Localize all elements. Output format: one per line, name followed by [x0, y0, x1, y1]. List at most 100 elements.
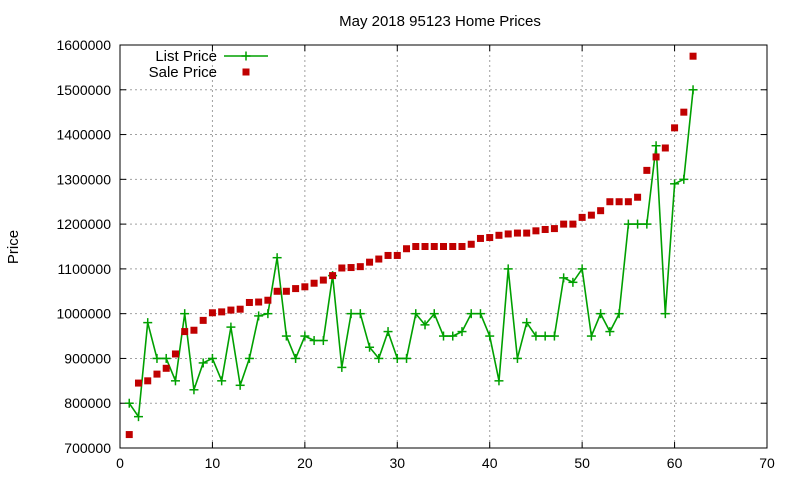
sale-price-point	[458, 243, 466, 250]
y-tick-label: 800000	[64, 395, 111, 411]
list-price-point	[670, 179, 680, 189]
list-price-point	[577, 264, 587, 274]
sale-price-point	[310, 279, 318, 287]
sale-price-point	[597, 207, 605, 215]
y-tick-label: 1600000	[56, 37, 111, 53]
sale-price-point	[292, 285, 300, 293]
x-tick-label: 60	[667, 455, 683, 471]
list-price-point	[124, 398, 134, 408]
legend: List Price Sale Price	[149, 48, 268, 81]
sale-price-point	[430, 243, 438, 250]
list-price-point	[226, 322, 236, 332]
sale-price-point	[347, 264, 355, 272]
list-price-point	[457, 327, 467, 337]
list-price-point	[402, 353, 412, 363]
list-price-point	[503, 264, 513, 274]
sale-price-point	[384, 251, 392, 259]
sale-price-point	[338, 264, 346, 272]
list-price-point	[309, 336, 319, 346]
sale-price-point	[245, 298, 253, 306]
y-tick-label: 1100000	[58, 261, 112, 277]
sale-price-point	[190, 326, 198, 334]
y-tick-label: 1200000	[56, 216, 111, 232]
list-price-point	[448, 331, 458, 341]
sale-price-point	[495, 231, 503, 239]
sale-price-point	[199, 316, 207, 324]
sale-price-point	[541, 225, 549, 233]
sale-price-point	[181, 328, 189, 336]
list-price-point	[189, 385, 199, 395]
list-price-point	[688, 85, 698, 95]
list-price-point	[365, 342, 375, 352]
list-price-point	[346, 309, 356, 319]
sale-price-point	[393, 251, 401, 259]
list-price-point	[272, 253, 282, 263]
y-tick-label: 900000	[64, 350, 111, 366]
sale-price-point	[643, 166, 651, 174]
sale-price-point	[125, 431, 133, 439]
x-tick-label: 70	[759, 455, 775, 471]
list-price-point	[217, 376, 227, 386]
list-price-point	[429, 309, 439, 319]
y-tick-label: 1400000	[56, 127, 111, 143]
list-price-point	[679, 174, 689, 184]
sale-price-point	[671, 124, 679, 132]
chart-title: May 2018 95123 Home Prices	[339, 13, 541, 30]
list-price-point	[291, 353, 301, 363]
list-price-point	[235, 380, 245, 390]
y-tick-label: 700000	[64, 440, 111, 456]
x-tick-label: 10	[205, 455, 221, 471]
list-price-point	[337, 362, 347, 372]
sale-price-point	[504, 230, 512, 238]
sale-price-point	[634, 193, 642, 201]
legend-marker-sale-price	[242, 68, 250, 76]
x-tick-label: 30	[389, 455, 405, 471]
list-price-point	[170, 376, 180, 386]
list-price-point	[586, 331, 596, 341]
sale-price-point	[208, 309, 216, 317]
sale-price-point	[162, 364, 170, 372]
legend-marker-list-price	[241, 51, 251, 61]
sale-price-point	[560, 220, 568, 228]
sale-price-point	[329, 272, 337, 280]
sale-price-point	[153, 370, 161, 378]
list-price-point	[300, 331, 310, 341]
sale-price-point	[412, 243, 420, 250]
sale-price-point	[144, 377, 152, 385]
list-price-point	[281, 331, 291, 341]
sale-price-point	[282, 287, 290, 295]
sale-price-point	[319, 276, 327, 284]
sale-price-point	[606, 198, 614, 206]
list-price-point	[374, 353, 384, 363]
sale-price-point	[532, 227, 540, 235]
legend-label-list-price: List Price	[155, 48, 217, 65]
list-price-point	[605, 327, 615, 337]
sale-price-point	[476, 234, 484, 242]
sale-price-point	[301, 283, 309, 291]
sale-price-point	[587, 211, 595, 219]
sale-price-point	[486, 234, 494, 242]
list-price-point	[559, 273, 569, 283]
list-price-point	[420, 320, 430, 330]
sale-price-point	[449, 243, 457, 250]
legend-swatch-sale-price	[242, 68, 250, 76]
legend-swatch-list-price	[224, 51, 268, 61]
sale-price-point	[264, 296, 272, 304]
y-tick-label: 1000000	[56, 306, 111, 322]
list-price-point	[494, 376, 504, 386]
sale-price-point	[218, 308, 226, 316]
list-price-point	[475, 309, 485, 319]
list-price-point	[180, 309, 190, 319]
list-price-point	[263, 309, 273, 319]
sale-price-point	[227, 306, 235, 314]
list-price-point	[596, 309, 606, 319]
sale-price-point	[255, 298, 263, 306]
sale-price-point	[624, 198, 632, 206]
sale-price-point	[134, 379, 142, 387]
sale-price-point	[615, 198, 623, 206]
list-price-point	[143, 318, 153, 328]
list-price-point	[383, 327, 393, 337]
list-price-point	[411, 309, 421, 319]
list-price-point	[522, 318, 532, 328]
